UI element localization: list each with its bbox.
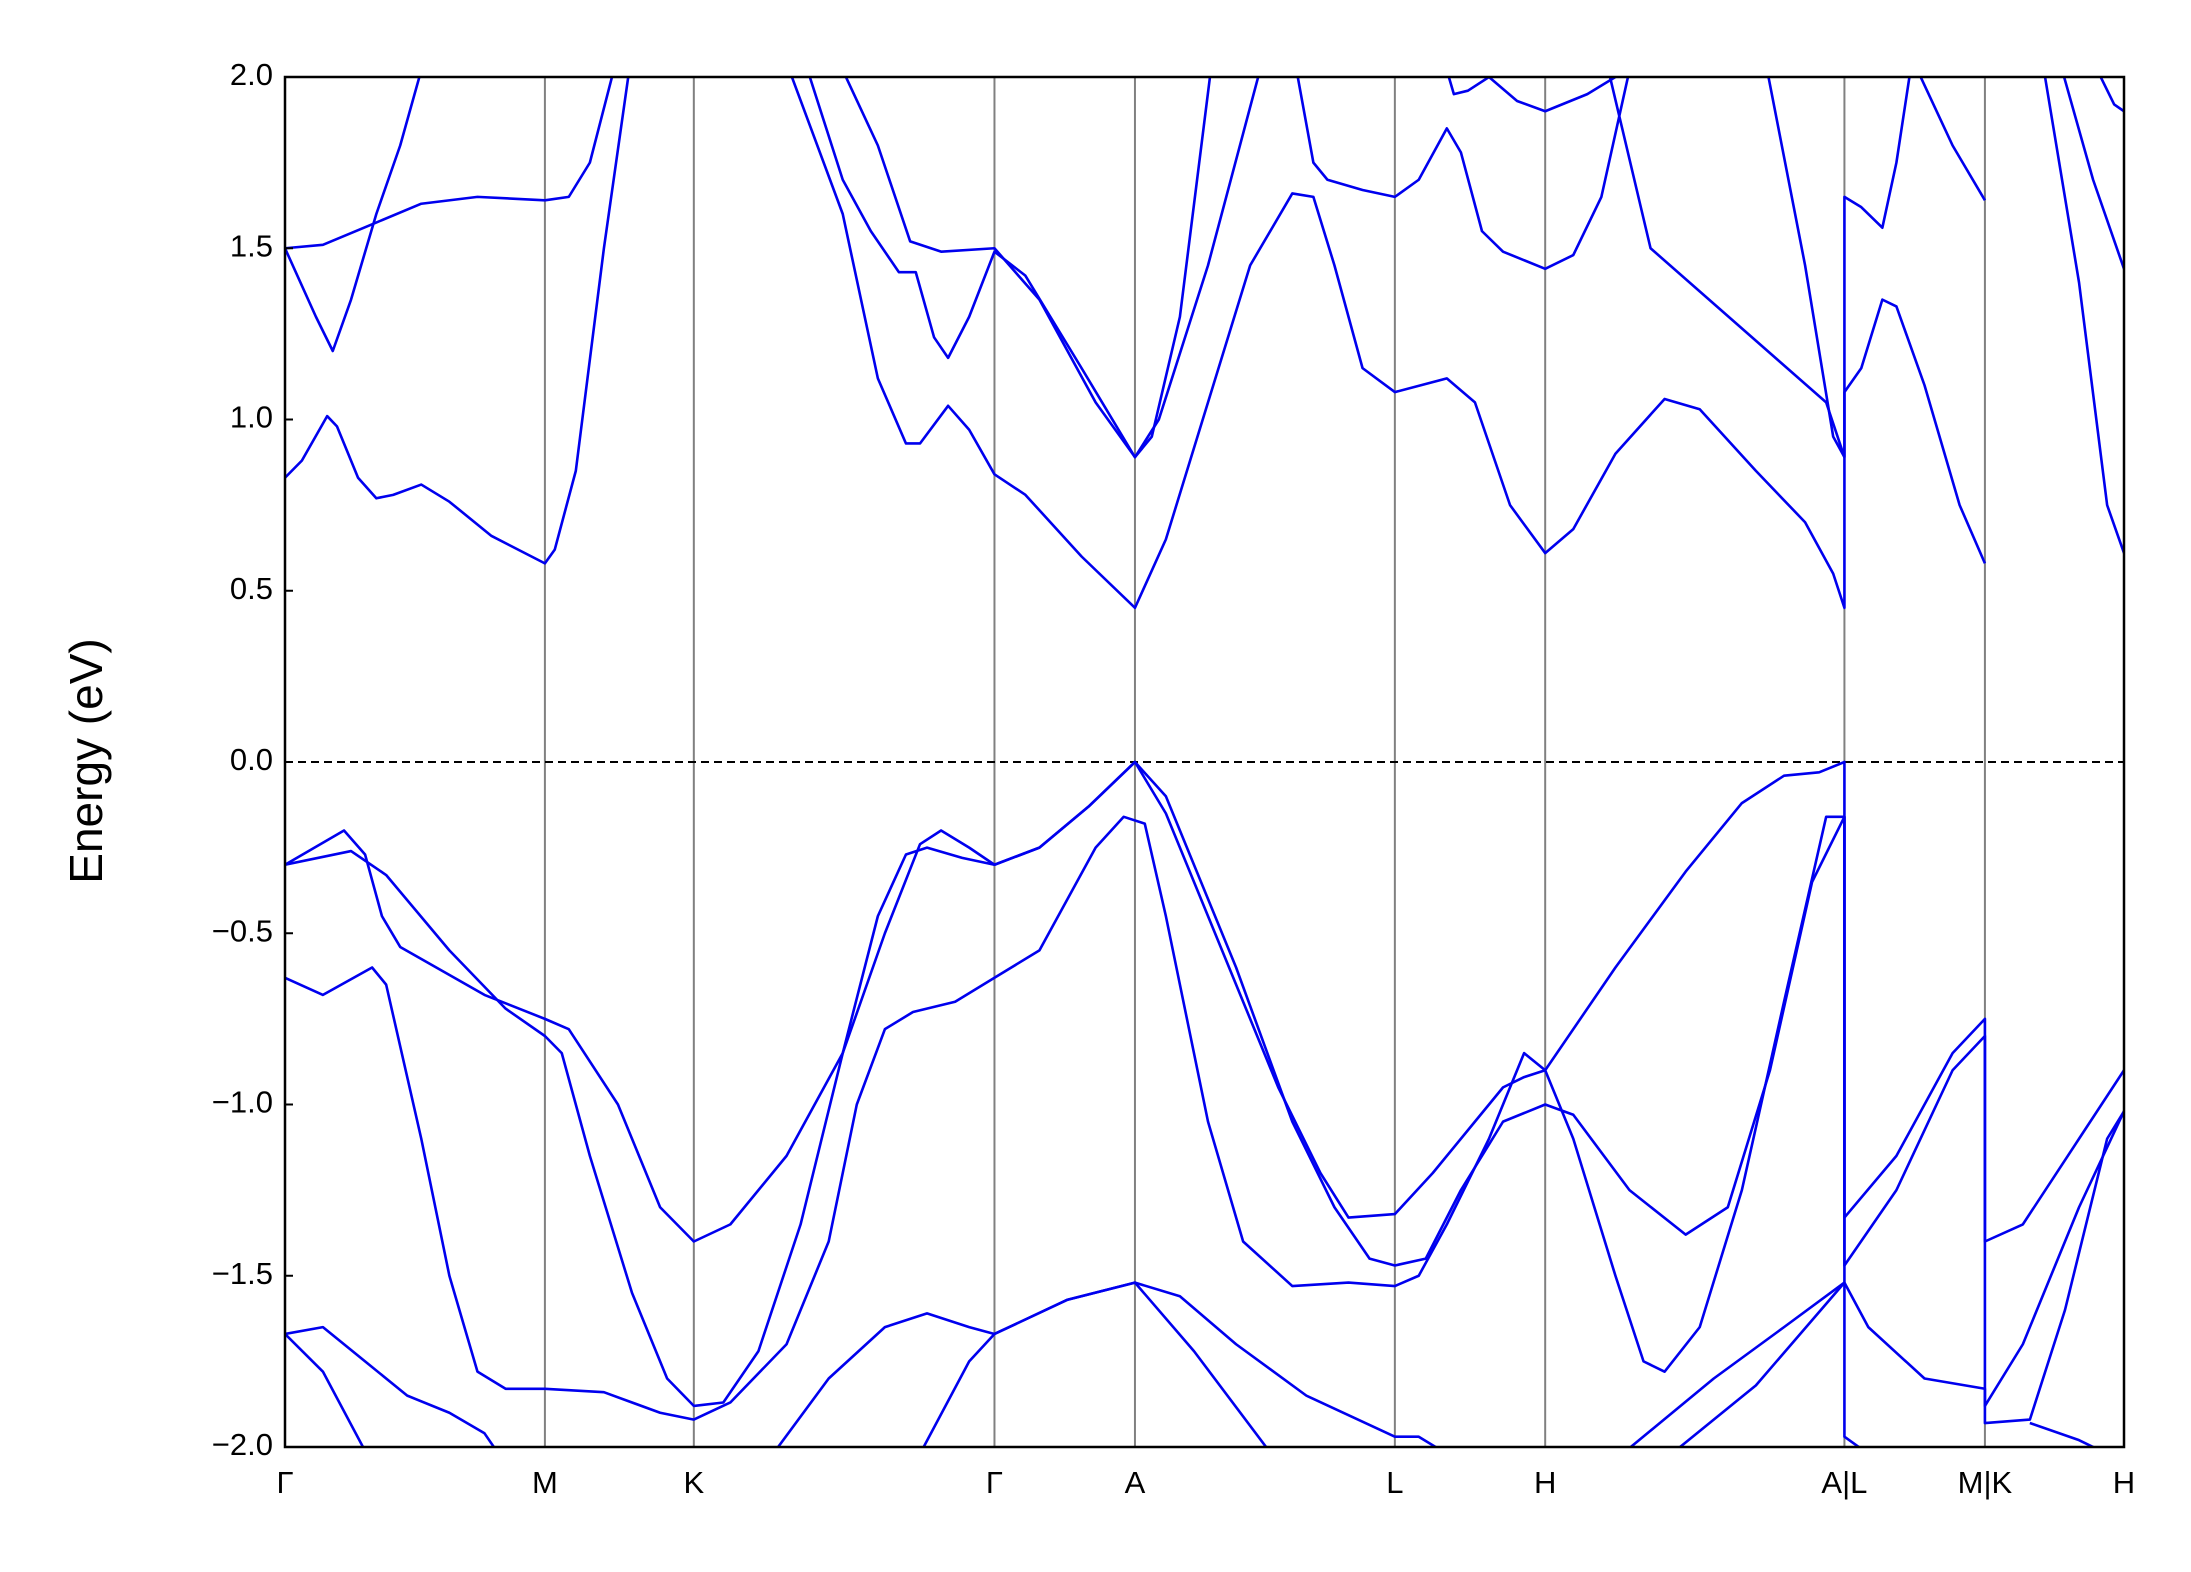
band-line [2029, 1421, 2097, 1447]
grid-layer [284, 77, 2125, 1447]
y-tick-label: −0.5 [212, 913, 273, 948]
band-line [1919, 77, 1987, 201]
x-tick-label: A [1125, 1465, 1146, 1500]
x-tick-label: H [2113, 1465, 2135, 1500]
band-line [2062, 77, 2124, 270]
y-axis-label: Energy (eV) [60, 638, 112, 883]
x-tick-label: L [1386, 1465, 1403, 1500]
band-line [285, 760, 2124, 1408]
band-line [1677, 1281, 1846, 1447]
x-tick-label: M|K [1958, 1465, 2013, 1500]
x-tick-label: Γ [986, 1465, 1003, 1500]
labels-layer: 2.01.51.00.50.0−0.5−1.0−1.5−2.0Γ M K Γ A L H A|… [212, 57, 2135, 1500]
bands-layer [285, 77, 2124, 1447]
band-line [2043, 77, 2124, 554]
band-line [1767, 77, 1846, 458]
band-line [285, 77, 421, 353]
band-line [844, 77, 1260, 459]
band-line [1628, 1281, 1861, 1447]
y-tick-label: −1.5 [212, 1256, 273, 1291]
y-tick-label: −1.0 [212, 1085, 273, 1120]
band-line [2099, 77, 2124, 113]
y-tick-label: 2.0 [230, 57, 273, 92]
band-line [285, 77, 614, 250]
x-tick-label: Γ [276, 1465, 293, 1500]
band-line [808, 77, 1212, 459]
band-line [1608, 77, 1911, 459]
band-line [776, 1281, 1439, 1447]
y-tick-label: 1.0 [230, 400, 273, 435]
band-line [922, 1281, 1268, 1447]
y-tick-label: 0.0 [230, 742, 273, 777]
band-line [285, 1333, 365, 1447]
band-line [1296, 77, 1630, 271]
band-line [790, 77, 1987, 610]
band-line [285, 77, 630, 565]
x-tick-label: H [1534, 1465, 1556, 1500]
x-tick-label: K [683, 1465, 704, 1500]
band-line [285, 815, 2124, 1425]
band-line [285, 760, 2124, 1243]
y-tick-label: 0.5 [230, 571, 273, 606]
y-tick-label: 1.5 [230, 228, 273, 263]
band-line [285, 1325, 496, 1447]
x-tick-label: M [532, 1465, 558, 1500]
band-line [1447, 77, 1618, 113]
y-tick-label: −2.0 [212, 1427, 273, 1462]
x-tick-label: A|L [1821, 1465, 1867, 1500]
